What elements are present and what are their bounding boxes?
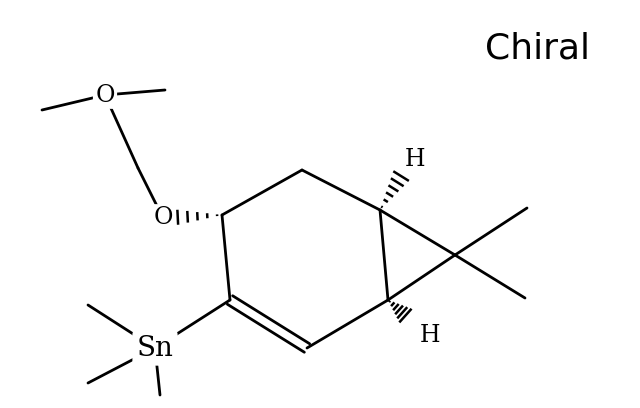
- Text: H: H: [420, 324, 440, 346]
- Text: O: O: [153, 206, 173, 229]
- Text: O: O: [95, 84, 115, 106]
- Text: H: H: [404, 149, 425, 171]
- Text: Sn: Sn: [136, 335, 173, 361]
- Text: Chiral: Chiral: [485, 32, 590, 66]
